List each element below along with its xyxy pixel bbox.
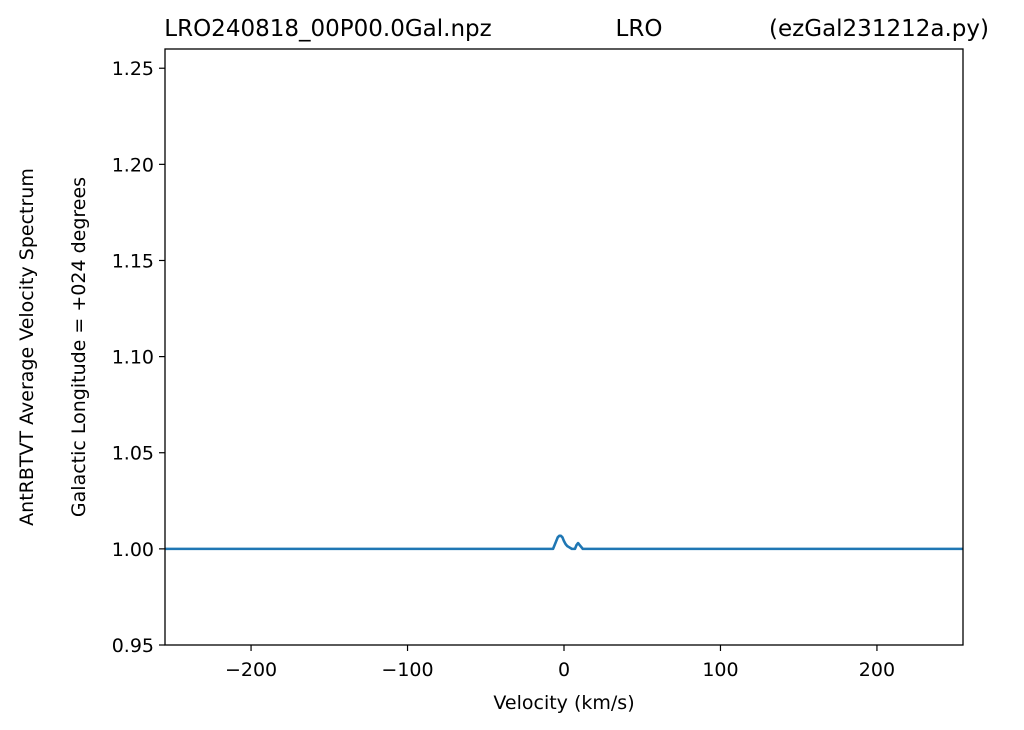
x-tick-label: −100 bbox=[381, 659, 433, 681]
y-axis-ticks: 0.95 1.00 1.05 1.10 1.15 1.20 1.25 bbox=[112, 58, 165, 657]
y-axis-label-inner: Galactic Longitude = +024 degrees bbox=[68, 177, 90, 517]
axes-frame bbox=[164, 48, 964, 646]
x-tick-label: 200 bbox=[859, 659, 895, 681]
y-tick-label: 1.00 bbox=[112, 539, 154, 561]
plot-area bbox=[165, 534, 963, 551]
x-tick-label: −200 bbox=[225, 659, 277, 681]
title-filename: LRO240818_00P00.0Gal.npz bbox=[164, 16, 491, 42]
y-tick-label: 1.05 bbox=[112, 443, 154, 465]
title-observatory: LRO bbox=[616, 16, 663, 42]
y-tick-label: 1.25 bbox=[112, 58, 154, 80]
series-line-1 bbox=[165, 534, 963, 551]
x-tick-label: 0 bbox=[558, 659, 570, 681]
x-axis-ticks: −200 −100 0 100 200 bbox=[225, 645, 895, 681]
x-tick-label: 100 bbox=[702, 659, 738, 681]
y-tick-label: 1.10 bbox=[112, 347, 154, 369]
y-tick-label: 0.95 bbox=[112, 635, 154, 657]
title-script: (ezGal231212a.py) bbox=[769, 16, 989, 42]
y-tick-label: 1.20 bbox=[112, 154, 154, 176]
x-axis-label: Velocity (km/s) bbox=[493, 692, 634, 714]
y-tick-label: 1.15 bbox=[112, 250, 154, 272]
y-axis-label-outer: AntRBTVT Average Velocity Spectrum bbox=[16, 168, 38, 526]
